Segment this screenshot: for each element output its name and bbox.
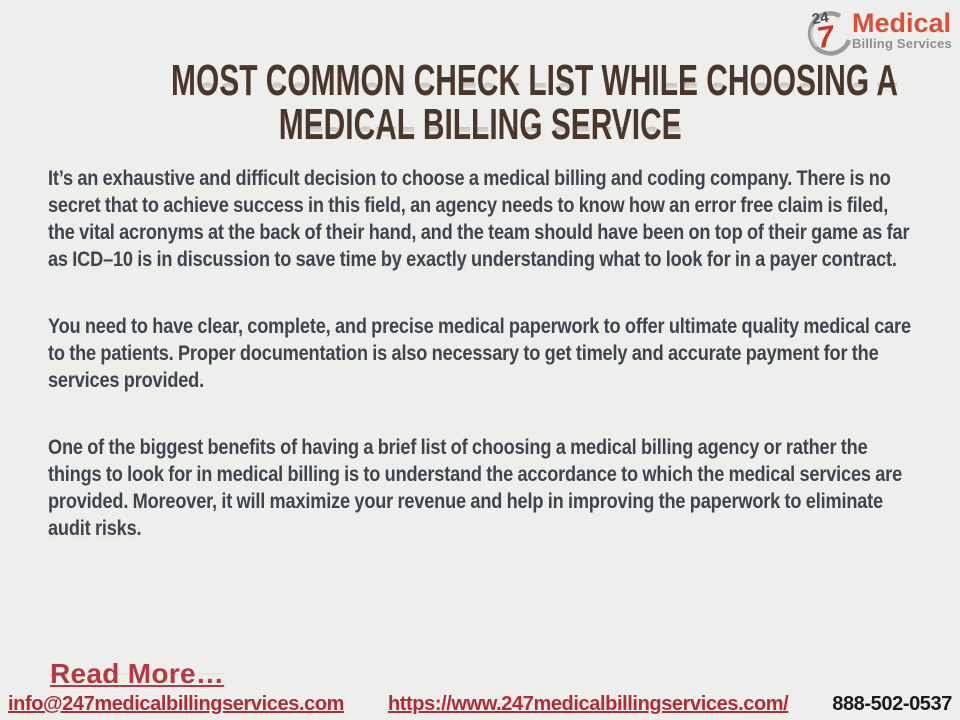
footer-website-link[interactable]: https://www.247medicalbillingservices.co… (387, 693, 789, 715)
footer: info@247medicalbillingservices.com https… (0, 693, 960, 716)
title-line-1-text: MOST COMMON CHECK LIST WHILE CHOOSING A (171, 56, 898, 105)
title-line-2: MEDICAL BILLING SERVICE (0, 100, 960, 149)
page-title: MOST COMMON CHECK LIST WHILE CHOOSING A … (0, 0, 960, 148)
logo-wordmark: Medical Billing Services (851, 8, 952, 52)
body-content: It’s an exhaustive and difficult decisio… (0, 165, 960, 542)
footer-phone: 888-502-0537 (832, 693, 952, 715)
logo-7-text: 7 (815, 20, 838, 55)
read-more-link[interactable]: Read More… (50, 658, 225, 689)
paragraph-intro: It’s an exhaustive and difficult decisio… (48, 167, 910, 271)
logo: 24 7 Medical Billing Services (800, 4, 952, 60)
footer-email-link[interactable]: info@247medicalbillingservices.com (8, 693, 345, 715)
logo-24-text: 24 (811, 9, 831, 29)
paragraph-paperwork: You need to have clear, complete, and pr… (48, 315, 911, 392)
title-line-2-text: MEDICAL BILLING SERVICE (278, 100, 682, 149)
title-line-1: MOST COMMON CHECK LIST WHILE CHOOSING A (0, 56, 960, 105)
paragraph-benefits: One of the biggest benefits of having a … (48, 436, 903, 540)
logo-billing-label: Billing Services (851, 36, 952, 51)
logo-247-icon: 24 7 (807, 9, 852, 56)
logo-medical-label: Medical (851, 8, 952, 38)
